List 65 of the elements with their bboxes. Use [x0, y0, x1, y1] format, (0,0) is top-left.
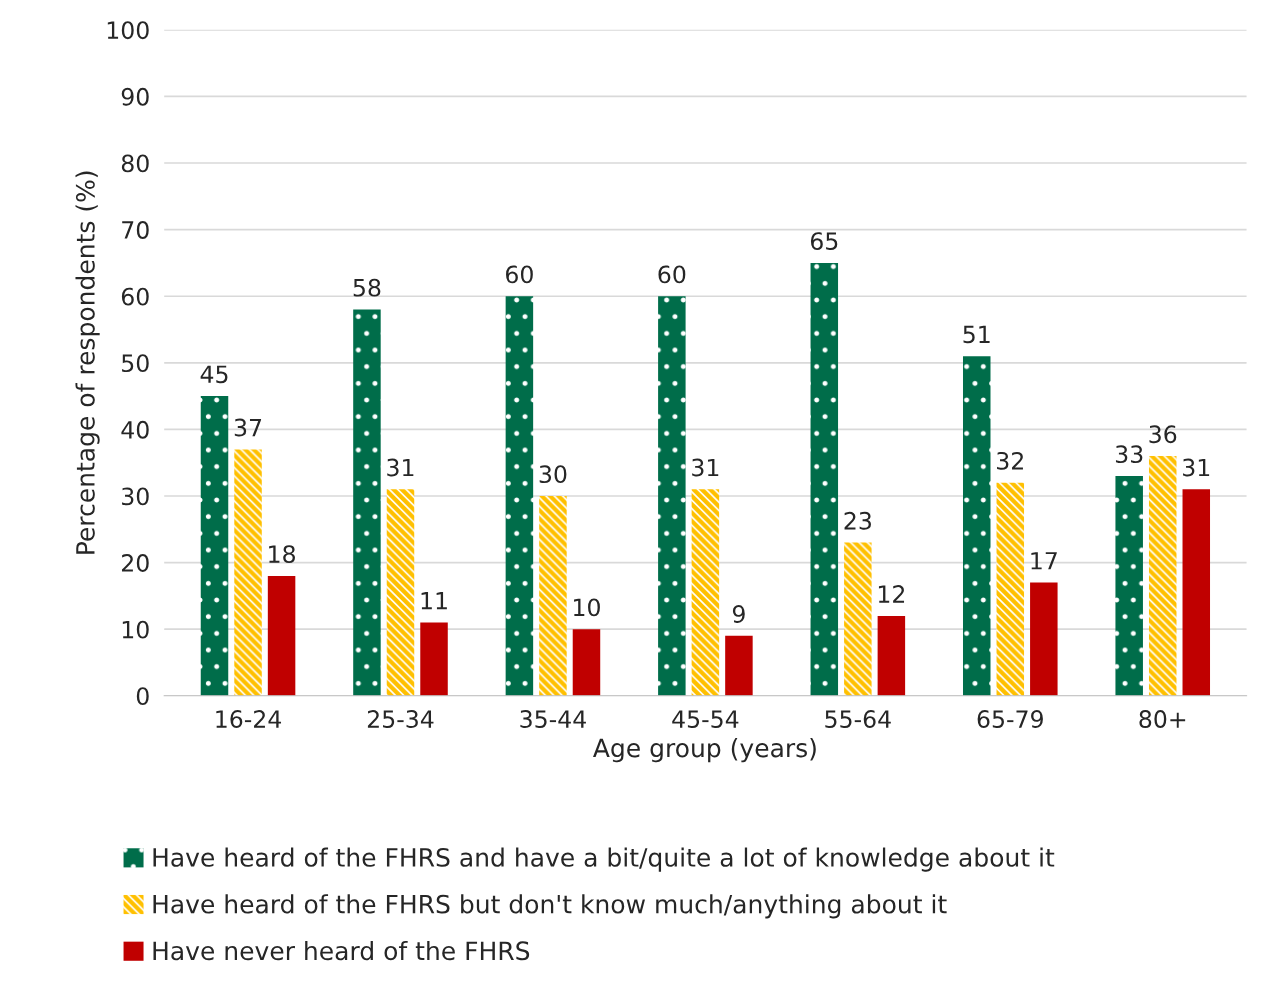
bar: [658, 296, 686, 696]
y-tick-label: 70: [122, 221, 149, 239]
bar: [267, 575, 296, 696]
data-label: 23: [844, 511, 871, 530]
x-axis-title: Age group (years): [593, 738, 816, 763]
x-tick-label: 45-54: [672, 710, 739, 728]
y-tick-label: 0: [136, 687, 149, 706]
data-label: 18: [269, 545, 295, 564]
y-tick-label: 80: [121, 154, 149, 173]
data-label: 45: [200, 365, 228, 384]
bar: [691, 489, 720, 696]
y-tick-label: 20: [121, 554, 149, 572]
bar: [877, 615, 906, 696]
data-label: 11: [421, 592, 447, 610]
y-axis-title: Percentage of respondents (%): [75, 171, 100, 554]
data-label: 51: [963, 325, 990, 344]
y-tick-label: 50: [122, 354, 149, 373]
bar: [353, 309, 381, 696]
data-label: 60: [506, 265, 533, 284]
bar: [962, 356, 991, 696]
bar: [505, 296, 534, 696]
data-label: 65: [810, 232, 838, 251]
y-tick-label: 40: [121, 420, 149, 439]
data-label: 17: [1031, 552, 1057, 570]
bar: [1148, 456, 1177, 696]
bar: [996, 482, 1025, 696]
bar: [572, 629, 601, 696]
x-tick-label: 16-24: [216, 710, 282, 728]
data-label: 36: [1149, 425, 1177, 444]
legend-label: Have heard of the FHRS but don't know much/anything about it: [153, 894, 947, 919]
y-tick-label: 60: [121, 287, 149, 306]
bar: [1030, 582, 1058, 696]
bar: [725, 635, 753, 696]
bar: [234, 449, 262, 696]
data-label: 31: [692, 458, 719, 477]
data-label: 31: [1183, 458, 1210, 477]
data-label: 32: [997, 451, 1023, 470]
bar: [810, 262, 839, 696]
x-tick-label: 55-64: [825, 710, 891, 728]
x-tick-label: 35-44: [520, 710, 586, 728]
data-label: 37: [234, 418, 262, 437]
y-tick-label: 30: [122, 487, 149, 506]
data-label: 31: [387, 458, 414, 477]
data-label: 10: [574, 598, 600, 617]
bar: [200, 396, 229, 696]
y-tick-label: 10: [122, 620, 149, 639]
bar: [1115, 476, 1143, 696]
bar: [844, 542, 872, 696]
data-label: 12: [878, 585, 905, 603]
data-label: 30: [539, 465, 567, 484]
bar: [1182, 489, 1211, 696]
x-tick-label: 25-34: [367, 710, 434, 728]
y-tick-label: 100: [107, 21, 149, 40]
legend-label: Have heard of the FHRS and have a bit/quite a lot of knowledge about it: [153, 847, 1055, 872]
bar: [539, 496, 567, 696]
bar: [386, 489, 415, 696]
data-label: 9: [732, 605, 745, 623]
y-tick-label: 90: [121, 87, 149, 106]
data-label: 60: [658, 265, 686, 284]
x-tick-label: 80+: [1139, 710, 1186, 728]
bar: [420, 622, 448, 696]
x-tick-label: 65-79: [977, 710, 1043, 728]
data-label: 58: [353, 278, 381, 297]
data-label: 33: [1115, 445, 1143, 464]
legend-label: Have never heard of the FHRS: [153, 940, 530, 961]
